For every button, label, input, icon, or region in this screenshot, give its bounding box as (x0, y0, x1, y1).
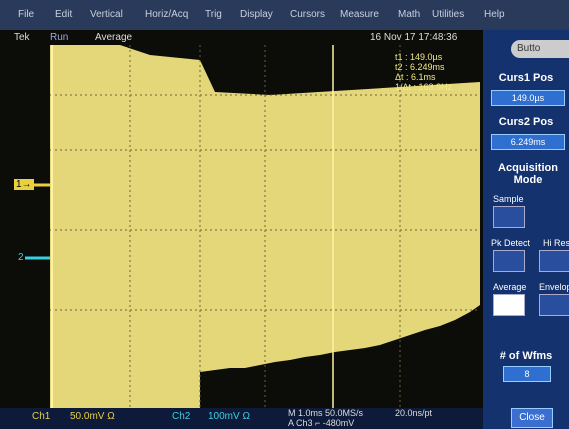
resolution: 20.0ns/pt (395, 408, 433, 418)
menu-item[interactable]: Edit (55, 9, 73, 20)
readout-label: Δt : (395, 72, 409, 82)
mode-button[interactable] (539, 294, 569, 316)
mode-button[interactable] (493, 294, 525, 316)
mode-button[interactable] (493, 250, 525, 272)
menu-item[interactable]: Utilities (432, 9, 465, 20)
readout-label: 1/Δt : (395, 82, 417, 92)
readout-value: 149.0µs (410, 52, 443, 62)
acq-title: Acquisition Mode (498, 162, 558, 186)
mode-label: Envelop (539, 282, 569, 292)
run-state: Run (50, 32, 69, 43)
menu-item[interactable]: Vertical (90, 9, 123, 20)
menu-item[interactable]: File (18, 9, 35, 20)
curs2-title: Curs2 Pos (498, 116, 554, 128)
curs2-value[interactable]: 6.249ms (491, 134, 565, 150)
side-panel: Butto Curs1 Pos 149.0µs Curs2 Pos 6.249m… (483, 30, 569, 429)
readout-value: 6.249ms (410, 62, 445, 72)
menu-item[interactable]: Trig (205, 9, 222, 20)
menu-item[interactable]: Help (484, 9, 505, 20)
timebase: M 1.0ms 50.0MS/s (288, 408, 364, 418)
readout-label: t2 : (395, 62, 408, 72)
button[interactable]: Butto (511, 40, 569, 58)
mode-label: Sample (493, 194, 524, 204)
menu-item[interactable]: Measure (340, 9, 379, 20)
wfms-value[interactable]: 8 (503, 366, 551, 382)
mode-label: Pk Detect (491, 238, 531, 248)
menu-item[interactable]: Cursors (290, 9, 326, 20)
trigger: A Ch3 ⌐ -480mV (288, 418, 355, 428)
curs1-value[interactable]: 149.0µs (491, 90, 565, 106)
datetime: 16 Nov 17 17:48:36 (370, 32, 458, 43)
menu-item[interactable]: Display (240, 9, 273, 20)
brand: Tek (14, 32, 30, 43)
ch1-label: Ch1 (32, 411, 51, 422)
mode-button[interactable] (539, 250, 569, 272)
close-button[interactable]: Close (511, 408, 553, 428)
ch2-marker: 2→ (18, 252, 34, 263)
ch1-marker: 1→ (14, 179, 34, 190)
menu-bar: File Edit Vertical Horiz/Acq Trig Displa… (0, 0, 569, 30)
cursor-readout: t1 : 149.0µs t2 : 6.249ms Δt : 6.1ms 1/Δ… (395, 52, 452, 92)
mode-label: Hi Res (543, 238, 569, 248)
ch1-scale: 50.0mV Ω (70, 411, 115, 422)
wfms-title: # of Wfms (499, 350, 553, 362)
readout-label: t1 : (395, 52, 408, 62)
ch2-scale: 100mV Ω (208, 411, 250, 422)
display (0, 30, 483, 408)
mode-label: Average (493, 282, 527, 292)
readout-value: 6.1ms (411, 72, 436, 82)
mode-button[interactable] (493, 206, 525, 228)
curs1-title: Curs1 Pos (498, 72, 554, 84)
ch2-label: Ch2 (172, 411, 191, 422)
readout-value: 163.9Hz (418, 82, 453, 92)
bottom-bar: Ch1 50.0mV Ω Ch2 100mV Ω M 1.0ms 50.0MS/… (0, 408, 483, 429)
menu-item[interactable]: Horiz/Acq (145, 9, 189, 20)
acq-mode: Average (95, 32, 133, 43)
menu-item[interactable]: Math (398, 9, 421, 20)
